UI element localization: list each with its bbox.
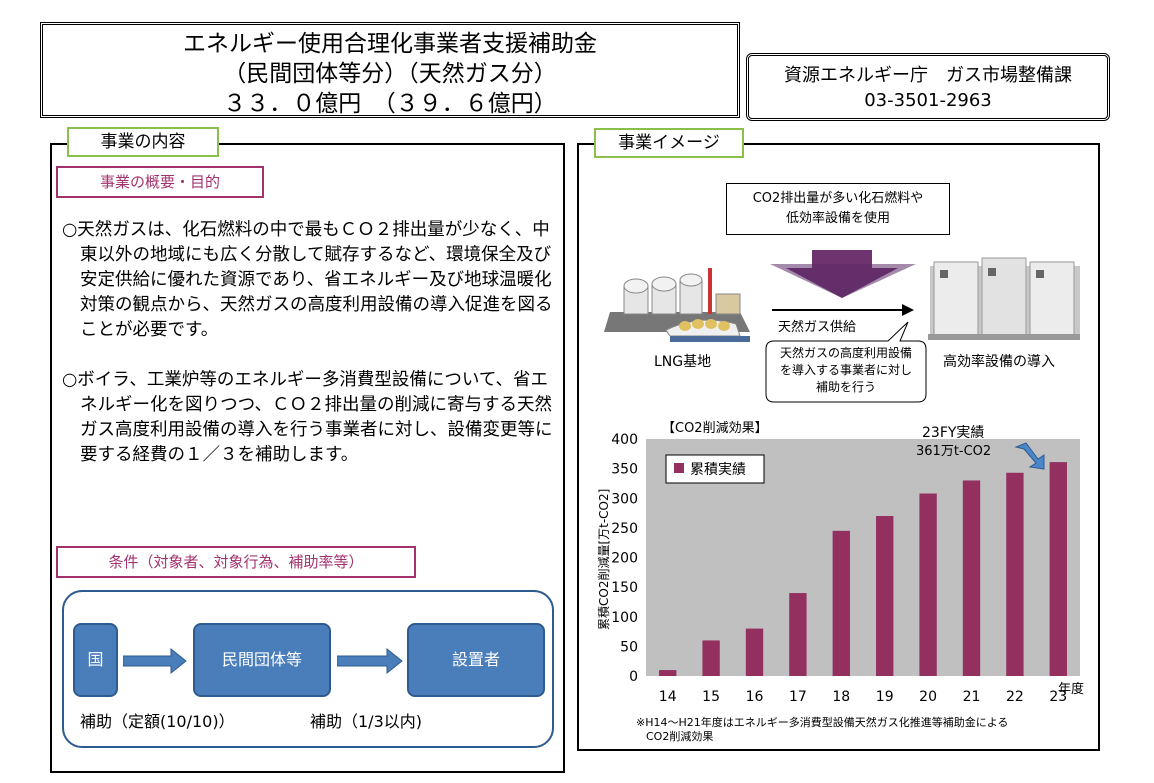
y-tick-label: 300 [611,491,638,507]
footnote-line2: CO2削減効果 [646,730,714,743]
co2-reduction-chart: 0 50 100 150 200 250 300 350 400 14 15 16 17 18 19 20 2… [596,425,1084,705]
arrow-right-icon [337,648,403,674]
x-tick-label: 23 [1049,689,1067,705]
supply-label: 天然ガス供給 [778,320,857,335]
x-axis-label: 年度 [1058,681,1084,697]
x-tick-label: 22 [1006,689,1024,705]
paragraph-subsidy: ○ボイラ、工業炉等のエネルギー多消費型設備について、省エネルギー化を図りつつ、Ｃ… [62,370,553,465]
legend: 累積実績 [665,454,765,484]
annotation-value: 361万t-CO2 [916,444,991,459]
title-line2: （民間団体等分）（天然ガス分） [223,61,557,87]
legend-label: 累積実績 [690,462,746,478]
annotation-fy23: 23FY実績 [922,425,984,441]
annotation-arrow-icon [1014,442,1045,470]
y-tick-label: 350 [611,462,638,478]
x-tick-label: 21 [963,689,981,705]
x-tick-label: 18 [832,689,850,705]
callout-top-line1: CO2排出量が多い化石燃料や [752,191,924,206]
overview-text: ○天然ガスは、化石燃料の中で最もＣＯ２排出量が少なく、中東以外の地域にも広く分散… [62,218,557,493]
x-tick-label: 20 [919,689,937,705]
conditions-label: 条件（対象者、対象行為、補助率等） [56,546,416,578]
x-tick-label: 16 [746,689,764,705]
title-box: エネルギー使用合理化事業者支援補助金 （民間団体等分）（天然ガス分） ３３．０億… [40,22,740,118]
x-tick-label: 17 [789,689,807,705]
callout-bottom: 天然ガスの高度利用設備 を導入する事業者に対し 補助を行う [766,345,926,396]
callout-top: CO2排出量が多い化石燃料や 低効率設備を使用 [726,183,950,235]
supply-arrow-icon [772,304,914,316]
y-tick-label: 150 [611,580,638,596]
overview-label: 事業の概要・目的 [56,166,264,198]
callout-bubble-shape [765,321,927,403]
bar-21 [962,480,981,676]
bar-23 [1049,462,1067,676]
y-tick-label: 400 [611,432,638,448]
bar-16 [745,628,764,676]
y-tick-label: 250 [611,521,638,537]
y-tick-label: 50 [620,639,638,655]
callout-bottom-line2: を導入する事業者に対し [779,363,912,377]
callout-bottom-line3: 補助を行う [815,380,876,394]
flow-box-private-org: 民間団体等 [193,623,331,697]
bar-22 [1006,472,1024,676]
footnote-line1: ※H14～H21年度はエネルギー多消費型設備天然ガス化推進等補助金による [636,716,1009,729]
lng-base-icon [604,268,750,342]
section-label-image: 事業イメージ [594,128,744,158]
legend-swatch [674,463,684,473]
contact-box: 資源エネルギー庁 ガス市場整備課 03-3501-2963 [746,53,1110,121]
bar-17 [789,593,807,676]
bar-18 [832,530,850,676]
x-tick-label: 15 [702,689,720,705]
section-label-content: 事業の内容 [67,127,219,157]
bar-20 [919,493,937,676]
illustration [604,250,1080,342]
arrow-right-icon [123,648,187,674]
flow-container [62,590,554,748]
subsidy-label-1: 補助（定額(10/10)） [80,712,235,731]
y-tick-label: 0 [629,669,638,685]
title-line1: エネルギー使用合理化事業者支援補助金 [183,31,597,57]
contact-department: 資源エネルギー庁 ガス市場整備課 [784,65,1072,86]
paragraph-natural-gas: ○天然ガスは、化石燃料の中で最もＣＯ２排出量が少なく、中東以外の地域にも広く分散… [62,220,553,340]
footnote: ※H14～H21年度はエネルギー多消費型設備天然ガス化推進等補助金による CO2… [636,716,1008,744]
contact-phone: 03-3501-2963 [864,90,992,111]
chart-heading: 【CO2削減効果】 [662,421,768,436]
subsidy-label-2: 補助（1/3以内) [310,712,422,731]
flow-box-country: 国 [73,623,118,697]
efficient-equipment-label: 高効率設備の導入 [943,354,1055,370]
flow-box-installer: 設置者 [407,623,545,697]
x-tick-label: 14 [659,689,677,705]
boiler-equipment-icon [928,257,1080,340]
down-arrow-icon [770,250,916,298]
y-axis-label: 累積CO2削減量[万t-CO2] [596,489,611,630]
callout-bottom-line1: 天然ガスの高度利用設備 [779,346,912,360]
y-tick-label: 200 [611,551,638,567]
x-tick-label: 19 [876,689,894,705]
bar-19 [876,516,894,676]
callout-top-line2: 低効率設備を使用 [785,211,890,226]
y-tick-label: 100 [611,610,638,626]
lng-base-label: LNG基地 [654,354,712,370]
bar-14 [659,670,677,676]
bar-15 [702,640,720,676]
title-line3: ３３．０億円 （３９．６億円） [223,91,557,117]
